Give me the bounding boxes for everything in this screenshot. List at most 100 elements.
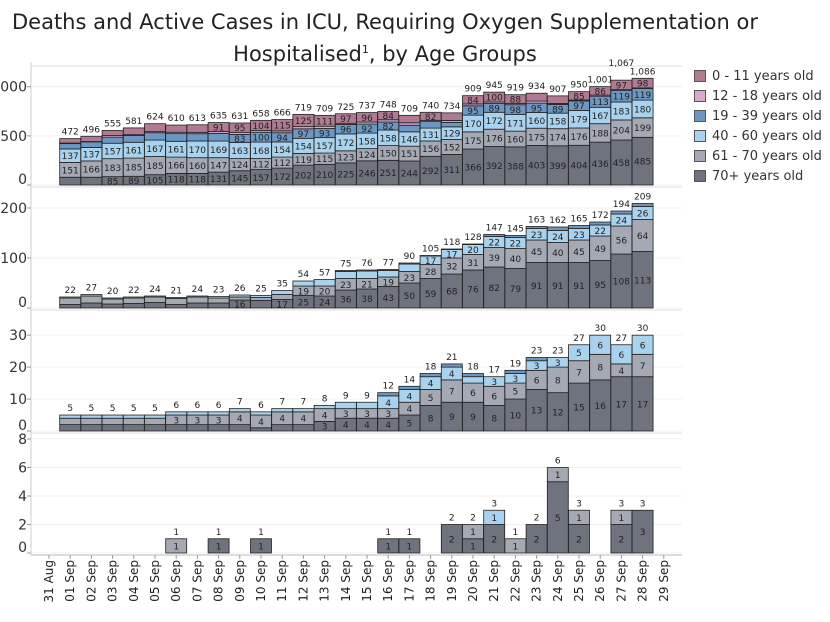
- data-label: 97: [616, 81, 627, 91]
- total-label: 27: [573, 334, 584, 344]
- data-label: 28: [425, 268, 437, 278]
- bar-segment: [59, 138, 82, 144]
- bar-segment: [186, 295, 209, 298]
- total-label: 1,067: [609, 59, 635, 69]
- data-label: 40: [552, 249, 564, 259]
- data-label: 4: [619, 367, 625, 377]
- data-label: 403: [528, 162, 545, 172]
- total-label: 1: [385, 528, 391, 538]
- data-label: 3: [322, 423, 328, 433]
- data-label: 85: [573, 92, 584, 102]
- data-label: 172: [274, 173, 291, 183]
- data-label: 79: [510, 285, 522, 295]
- data-label: 4: [279, 415, 285, 425]
- data-label: 24: [319, 299, 331, 309]
- data-label: 458: [613, 159, 630, 169]
- data-label: 22: [594, 227, 605, 237]
- data-label: 91: [573, 282, 584, 292]
- y-tick-label: 8: [18, 432, 27, 448]
- data-label: 1: [576, 514, 582, 524]
- data-label: 113: [634, 276, 651, 286]
- bar-segment: [144, 295, 166, 298]
- data-label: 95: [594, 281, 605, 291]
- bar-segment: [165, 304, 188, 309]
- legend-item[interactable]: 40 - 60 years old: [694, 126, 822, 146]
- total-label: 496: [83, 125, 100, 135]
- data-label: 40: [510, 255, 522, 265]
- bar-segment: [398, 263, 421, 272]
- total-label: 27: [86, 284, 97, 294]
- data-label: 10: [510, 412, 522, 422]
- data-label: 9: [470, 413, 476, 423]
- legend-swatch: [694, 150, 706, 162]
- bar-segment: [80, 414, 103, 419]
- total-label: 21: [446, 353, 457, 363]
- y-tick-label: 30: [9, 328, 27, 344]
- bar-segment: [483, 509, 506, 525]
- total-label: 725: [337, 103, 354, 113]
- total-label: 209: [634, 193, 651, 203]
- bar-segment: [377, 269, 400, 271]
- legend-item[interactable]: 70+ years old: [694, 166, 822, 186]
- bar-segment: [356, 269, 378, 272]
- bar-segment: [101, 303, 124, 309]
- bar-segment: [101, 417, 124, 426]
- total-label: 19: [510, 359, 522, 369]
- bar-segment: [525, 357, 548, 362]
- bar-segment: [525, 226, 548, 229]
- bar-segment: [101, 424, 124, 432]
- legend-item[interactable]: 12 - 18 years old: [694, 86, 822, 106]
- bar-segment: [313, 405, 336, 410]
- bar-segment: [228, 424, 251, 432]
- x-tick-label: 01 Sep: [63, 560, 77, 602]
- bar-segment: [122, 424, 145, 432]
- data-label: 93: [319, 130, 330, 140]
- data-label: 485: [634, 158, 651, 168]
- data-label: 17: [276, 300, 287, 310]
- data-label: 388: [507, 162, 524, 172]
- bar-segment: [165, 297, 188, 299]
- total-label: 118: [443, 238, 460, 248]
- legend-item[interactable]: 19 - 39 years old: [694, 106, 822, 126]
- data-label: 111: [316, 117, 333, 127]
- data-label: 22: [488, 239, 499, 249]
- y-tick-label: 1000: [0, 80, 27, 96]
- total-label: 24: [192, 285, 204, 295]
- legend-item[interactable]: 61 - 70 years old: [694, 146, 822, 166]
- data-label: 179: [570, 116, 587, 126]
- bar-segment: [144, 302, 166, 309]
- bar-segment: [546, 467, 569, 483]
- x-tick-label: 05 Sep: [148, 560, 162, 602]
- total-label: 5: [152, 404, 158, 414]
- legend-swatch: [694, 70, 706, 82]
- data-label: 98: [637, 80, 649, 90]
- total-label: 950: [570, 81, 587, 91]
- bar-segment: [101, 297, 124, 300]
- legend-label: 61 - 70 years old: [712, 148, 822, 164]
- data-label: 175: [528, 133, 545, 143]
- data-label: 43: [382, 294, 393, 304]
- bar-segment: [462, 243, 484, 245]
- bar-segment: [250, 427, 272, 432]
- legend-item[interactable]: 0 - 11 years old: [694, 66, 822, 86]
- total-label: 658: [252, 109, 269, 119]
- total-label: 6: [195, 401, 201, 411]
- data-label: 6: [619, 351, 625, 361]
- bar-segment: [101, 298, 124, 305]
- total-label: 709: [316, 104, 333, 114]
- total-label: 17: [488, 366, 499, 376]
- bar-segment: [207, 538, 230, 554]
- legend-label: 19 - 39 years old: [712, 108, 822, 124]
- data-label: 94: [276, 134, 288, 144]
- data-label: 4: [258, 418, 264, 428]
- y-tick-label: 500: [0, 129, 27, 145]
- data-label: 91: [213, 124, 224, 134]
- data-label: 157: [104, 147, 121, 157]
- data-label: 26: [637, 210, 649, 220]
- data-label: 8: [491, 415, 497, 425]
- bar-segment: [80, 295, 103, 304]
- data-label: 158: [549, 117, 566, 127]
- data-label: 4: [385, 399, 391, 409]
- bar-segment: [207, 296, 230, 299]
- y-tick-label: 100: [0, 251, 27, 267]
